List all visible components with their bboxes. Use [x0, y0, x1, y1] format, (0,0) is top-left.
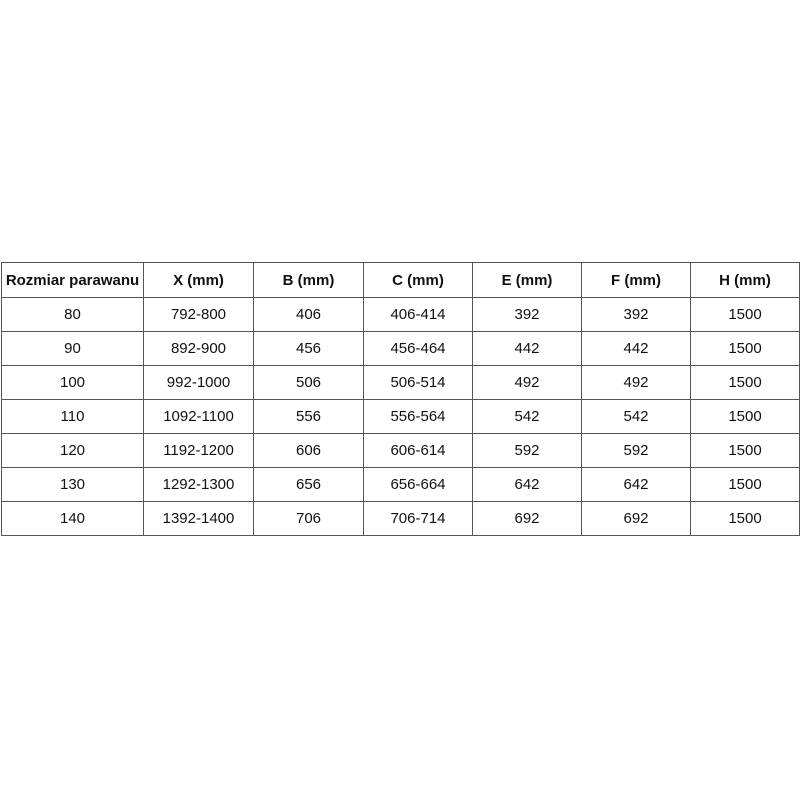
table-cell: 592 [472, 433, 582, 468]
table-cell: 656-664 [363, 467, 473, 502]
table-cell: 992-1000 [143, 365, 254, 400]
table-cell: 1500 [690, 467, 800, 502]
table-cell: 456 [253, 331, 364, 366]
table-cell: 542 [581, 399, 691, 434]
table-cell: 80 [1, 297, 144, 332]
table-cell: 492 [472, 365, 582, 400]
column-header: X (mm) [143, 262, 254, 298]
column-header: Rozmiar parawanu [1, 262, 144, 298]
table-cell: 556 [253, 399, 364, 434]
table-cell: 120 [1, 433, 144, 468]
table-cell: 90 [1, 331, 144, 366]
table-cell: 656 [253, 467, 364, 502]
column-header: B (mm) [253, 262, 364, 298]
table-cell: 1392-1400 [143, 501, 254, 536]
table-cell: 1500 [690, 297, 800, 332]
table-cell: 1192-1200 [143, 433, 254, 468]
table-cell: 606 [253, 433, 364, 468]
table-cell: 542 [472, 399, 582, 434]
header-row: Rozmiar parawanu X (mm) B (mm) C (mm) E (mm)… [1, 262, 800, 298]
table-cell: 706-714 [363, 501, 473, 536]
column-header: C (mm) [363, 262, 473, 298]
dimensions-table: Rozmiar parawanu X (mm) B (mm) C (mm) E (mm)… [1, 262, 800, 536]
table-cell: 556-564 [363, 399, 473, 434]
table-cell: 100 [1, 365, 144, 400]
column-header: H (mm) [690, 262, 800, 298]
table-row: 140 1392-1400 706 706-714 692 692 1500 [1, 501, 800, 536]
table-row: 110 1092-1100 556 556-564 542 542 1500 [1, 399, 800, 434]
table-cell: 392 [581, 297, 691, 332]
table-cell: 1292-1300 [143, 467, 254, 502]
table-row: 90 892-900 456 456-464 442 442 1500 [1, 331, 800, 366]
table-cell: 1500 [690, 331, 800, 366]
column-header: E (mm) [472, 262, 582, 298]
table-cell: 606-614 [363, 433, 473, 468]
table-cell: 392 [472, 297, 582, 332]
table-cell: 456-464 [363, 331, 473, 366]
table-cell: 1500 [690, 399, 800, 434]
table-row: 120 1192-1200 606 606-614 592 592 1500 [1, 433, 800, 468]
table-cell: 442 [581, 331, 691, 366]
table-cell: 592 [581, 433, 691, 468]
table-cell: 406 [253, 297, 364, 332]
table-cell: 506-514 [363, 365, 473, 400]
table-cell: 1092-1100 [143, 399, 254, 434]
table-cell: 892-900 [143, 331, 254, 366]
table-cell: 406-414 [363, 297, 473, 332]
table-cell: 692 [581, 501, 691, 536]
table-cell: 110 [1, 399, 144, 434]
table-row: 130 1292-1300 656 656-664 642 642 1500 [1, 467, 800, 502]
table-cell: 706 [253, 501, 364, 536]
table-cell: 1500 [690, 501, 800, 536]
table-cell: 506 [253, 365, 364, 400]
table-cell: 130 [1, 467, 144, 502]
table-cell: 692 [472, 501, 582, 536]
table-row: 100 992-1000 506 506-514 492 492 1500 [1, 365, 800, 400]
table-cell: 492 [581, 365, 691, 400]
column-header: F (mm) [581, 262, 691, 298]
table-row: 80 792-800 406 406-414 392 392 1500 [1, 297, 800, 332]
table-cell: 792-800 [143, 297, 254, 332]
table-cell: 140 [1, 501, 144, 536]
table-cell: 642 [472, 467, 582, 502]
table-cell: 442 [472, 331, 582, 366]
table-cell: 642 [581, 467, 691, 502]
table-cell: 1500 [690, 433, 800, 468]
table-cell: 1500 [690, 365, 800, 400]
